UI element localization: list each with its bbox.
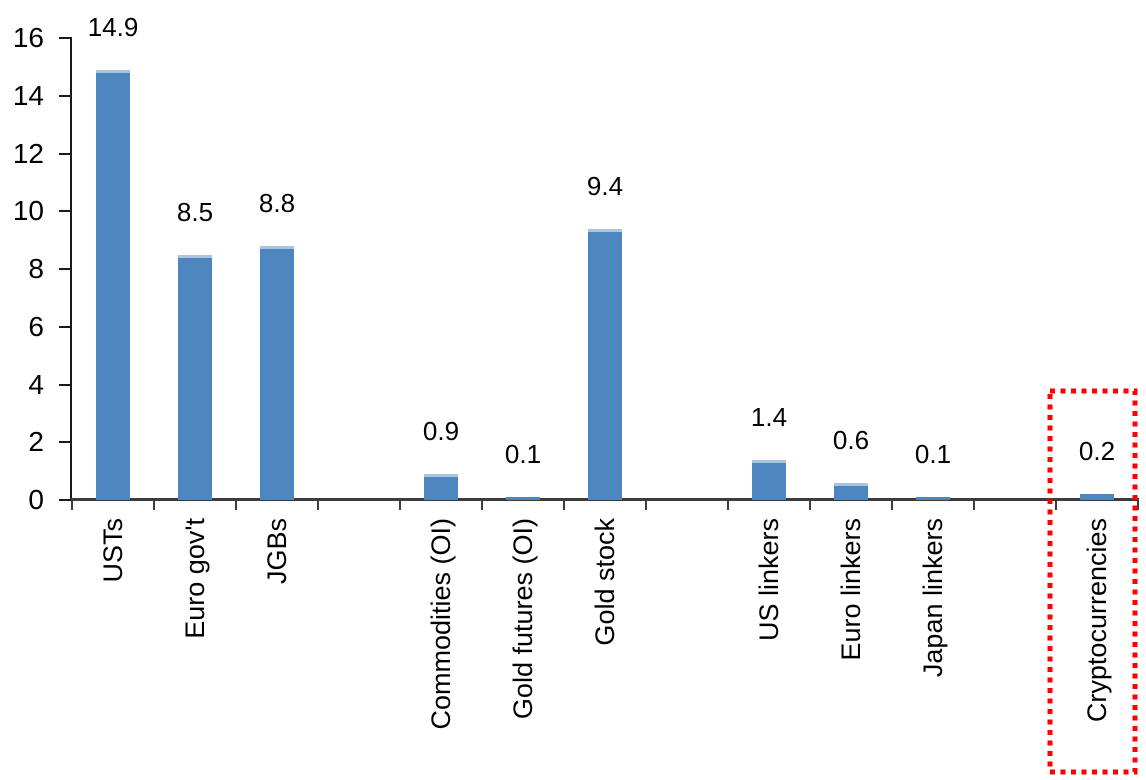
- bar-top-edge: [96, 70, 130, 73]
- x-axis-tick: [317, 498, 319, 510]
- bar-top-edge: [260, 246, 294, 249]
- y-axis-tick-label: 12: [12, 137, 44, 169]
- x-axis-tick: [481, 498, 483, 510]
- bar-value-label: 0.1: [504, 439, 542, 469]
- y-axis-tick-label: 14: [12, 79, 44, 111]
- x-axis-category-label: Gold futures (OI): [508, 518, 538, 720]
- y-axis-tick-label: 4: [28, 368, 44, 400]
- x-axis-tick: [563, 498, 565, 510]
- x-axis-category-label: Euro gov't: [180, 518, 210, 639]
- x-axis-category-label: Japan linkers: [918, 518, 948, 678]
- highlight-box-outline: [1047, 388, 1138, 775]
- y-axis-tick-label: 10: [12, 195, 44, 227]
- x-axis-tick: [891, 498, 893, 510]
- bar: [834, 483, 868, 500]
- highlight-box: [1047, 388, 1138, 775]
- bar-top-edge: [834, 483, 868, 486]
- y-axis-tick: [59, 499, 72, 501]
- bar: [916, 497, 950, 500]
- y-axis-tick: [59, 152, 72, 155]
- x-axis-tick: [235, 498, 237, 510]
- x-axis-tick: [153, 498, 155, 510]
- x-axis-tick: [809, 498, 811, 510]
- x-axis-category-label: US linkers: [754, 518, 784, 642]
- x-axis-category-label: Euro linkers: [836, 518, 866, 661]
- bar: [178, 255, 212, 500]
- x-axis-category-label: Commodities (OI): [426, 518, 456, 730]
- y-axis-tick-label: 16: [12, 22, 44, 53]
- bar-value-label: 0.1: [914, 439, 952, 469]
- bar-top-edge: [424, 474, 458, 477]
- y-axis-tick: [59, 441, 72, 444]
- y-axis-tick-label: 2: [28, 426, 44, 458]
- x-axis-tick: [1055, 498, 1057, 510]
- bar-value-label: 0.6: [832, 425, 870, 455]
- y-axis-tick: [59, 383, 72, 386]
- bar-top-edge: [752, 460, 786, 463]
- x-axis-tick: [727, 498, 729, 510]
- x-axis-tick: [71, 498, 73, 510]
- x-axis-category-label: USTs: [98, 518, 128, 583]
- x-axis-tick: [399, 498, 401, 510]
- bar-value-label: 1.4: [750, 402, 788, 432]
- x-axis-tick: [973, 498, 975, 510]
- bar-value-label: 14.9: [87, 12, 139, 42]
- x-axis-category-label: JGBs: [262, 518, 292, 585]
- y-axis-tick: [59, 325, 72, 328]
- y-axis-tick: [59, 210, 72, 213]
- bar-value-label: 8.8: [258, 188, 296, 218]
- bar-value-label: 0.9: [422, 416, 460, 446]
- x-axis-tick: [1137, 498, 1139, 510]
- bar: [424, 474, 458, 500]
- bar: [506, 497, 540, 500]
- y-axis-tick-label: 0: [28, 484, 44, 515]
- bar-top-edge: [178, 255, 212, 258]
- bar: [260, 246, 294, 500]
- bar-value-label: 9.4: [586, 171, 624, 201]
- bar-value-label: 0.2: [1078, 436, 1116, 466]
- y-axis-tick-label: 8: [28, 253, 44, 284]
- bar-value-label: 8.5: [176, 197, 214, 227]
- bar: [1080, 494, 1114, 500]
- bar: [588, 229, 622, 500]
- bar: [96, 70, 130, 500]
- x-axis-category-label: Gold stock: [590, 518, 620, 646]
- bar: [752, 460, 786, 500]
- y-axis-tick-label: 6: [28, 310, 44, 342]
- bar-top-edge: [588, 229, 622, 232]
- y-axis-tick: [59, 94, 72, 97]
- x-axis-tick: [645, 498, 647, 510]
- y-axis-tick: [59, 268, 72, 270]
- y-axis-tick: [59, 37, 72, 39]
